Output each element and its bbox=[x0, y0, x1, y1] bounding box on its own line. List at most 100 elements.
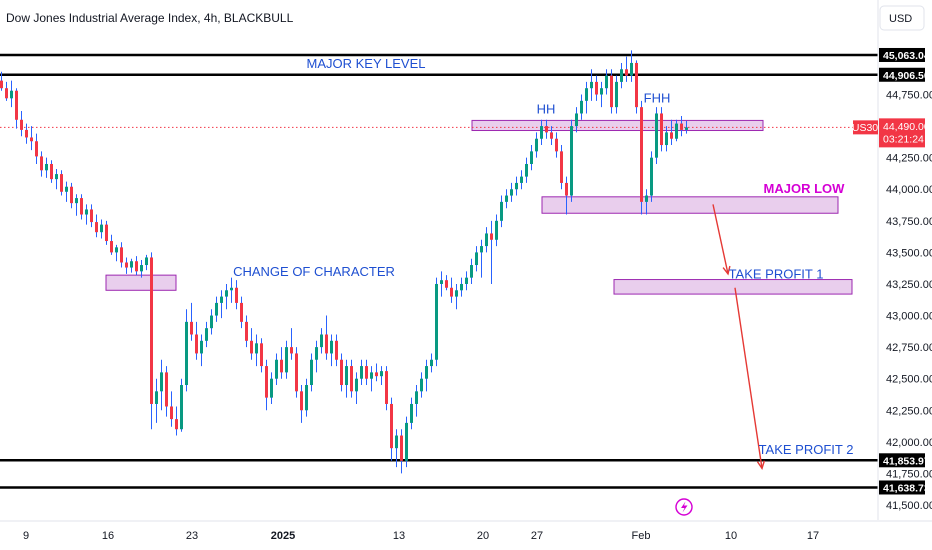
candle-body bbox=[90, 209, 93, 223]
candle-57 bbox=[285, 340, 288, 379]
candle-body bbox=[545, 126, 548, 133]
candle-85 bbox=[425, 359, 428, 392]
x-tick-label-0: 9 bbox=[23, 530, 29, 542]
candle-104 bbox=[520, 170, 523, 190]
time-scale[interactable]: 9 16 23 2025 13 20 27 Feb 10 17 bbox=[0, 520, 932, 550]
candle-30 bbox=[150, 252, 153, 430]
candle-53 bbox=[265, 359, 268, 411]
candle-body bbox=[525, 163, 528, 177]
candle-body bbox=[10, 90, 13, 99]
candle-body bbox=[65, 186, 68, 192]
candle-body bbox=[280, 359, 283, 373]
y-tick-label-11: 41,750.00 bbox=[886, 468, 932, 480]
candle-110 bbox=[550, 126, 553, 146]
candle-body bbox=[530, 151, 533, 164]
candle-58 bbox=[290, 328, 293, 360]
candle-4 bbox=[20, 110, 23, 137]
candle-body bbox=[140, 265, 143, 272]
candle-body bbox=[395, 435, 398, 449]
candle-2 bbox=[10, 80, 13, 108]
candle-75 bbox=[375, 363, 378, 382]
candle-body bbox=[85, 209, 88, 215]
candle-body bbox=[480, 246, 483, 253]
candle-body bbox=[365, 366, 368, 379]
key-level-tag-0 bbox=[879, 47, 925, 62]
candle-79 bbox=[395, 429, 398, 468]
candle-41 bbox=[205, 321, 208, 348]
candle-body bbox=[475, 252, 478, 266]
candle-body bbox=[20, 119, 23, 130]
candle-98 bbox=[490, 220, 493, 284]
candle-body bbox=[35, 141, 38, 157]
candle-body bbox=[150, 257, 153, 404]
candle-body bbox=[340, 359, 343, 386]
candle-body bbox=[300, 391, 303, 411]
candle-46 bbox=[230, 277, 233, 303]
candle-32 bbox=[160, 359, 163, 411]
candle-100 bbox=[500, 195, 503, 228]
candle-body bbox=[685, 127, 688, 130]
candle-body bbox=[120, 247, 123, 263]
candle-89 bbox=[445, 275, 448, 291]
x-tick-label-2: 23 bbox=[186, 530, 198, 542]
candle-body bbox=[205, 328, 208, 341]
candle-78 bbox=[390, 397, 393, 461]
candle-6 bbox=[30, 126, 33, 151]
lightning-event-icon[interactable] bbox=[675, 498, 693, 516]
candle-123 bbox=[615, 75, 618, 114]
y-tick-label-12: 41,500.00 bbox=[886, 500, 932, 512]
candle-90 bbox=[450, 277, 453, 303]
key-levels bbox=[0, 53, 878, 489]
candle-body bbox=[155, 391, 158, 404]
price-scale[interactable]: 44,750.00 44,250.00 44,000.00 43,750.00 43,5… bbox=[852, 0, 932, 550]
arrow-head bbox=[722, 265, 731, 276]
candle-body bbox=[245, 321, 248, 341]
candle-body bbox=[230, 287, 233, 291]
candle-body bbox=[675, 123, 678, 139]
candle-83 bbox=[415, 385, 418, 417]
candle-body bbox=[465, 277, 468, 284]
y-tick-label-5: 43,250.00 bbox=[886, 279, 932, 291]
candle-23 bbox=[115, 244, 118, 262]
svg-text:USD: USD bbox=[889, 13, 912, 25]
candle-body bbox=[335, 340, 338, 360]
candle-60 bbox=[300, 385, 303, 423]
candle-body bbox=[225, 290, 228, 297]
candle-126 bbox=[630, 50, 633, 82]
candle-body bbox=[600, 88, 603, 95]
candle-5 bbox=[25, 123, 28, 144]
candle-96 bbox=[480, 239, 483, 278]
candle-68 bbox=[340, 353, 343, 392]
candle-body bbox=[305, 385, 308, 411]
y-tick-label-1: 44,250.00 bbox=[886, 153, 932, 165]
candle-62 bbox=[310, 353, 313, 392]
candle-66 bbox=[330, 334, 333, 367]
candle-86 bbox=[430, 353, 433, 373]
arrow-head bbox=[756, 460, 766, 470]
candle-21 bbox=[105, 220, 108, 245]
candle-92 bbox=[460, 277, 463, 297]
candle-14 bbox=[70, 182, 73, 209]
candle-body bbox=[270, 378, 273, 398]
x-tick-label-5: 20 bbox=[477, 530, 489, 542]
candle-131 bbox=[655, 107, 658, 164]
candle-body bbox=[95, 222, 98, 233]
candle-body bbox=[370, 372, 373, 379]
candle-body bbox=[160, 372, 163, 392]
candle-15 bbox=[75, 194, 78, 216]
candle-body bbox=[510, 189, 513, 196]
candle-body bbox=[400, 435, 403, 461]
currency-button[interactable]: USD bbox=[879, 5, 925, 31]
candle-65 bbox=[325, 315, 328, 360]
candle-10 bbox=[50, 160, 53, 183]
candle-body bbox=[450, 287, 453, 297]
candle-106 bbox=[530, 145, 533, 171]
candle-body bbox=[135, 261, 138, 272]
candle-124 bbox=[620, 62, 623, 89]
candle-body bbox=[5, 88, 8, 99]
key-level-tag-2 bbox=[879, 453, 925, 468]
candle-39 bbox=[195, 321, 198, 360]
candle-35 bbox=[175, 406, 178, 436]
candle-body bbox=[605, 75, 608, 89]
